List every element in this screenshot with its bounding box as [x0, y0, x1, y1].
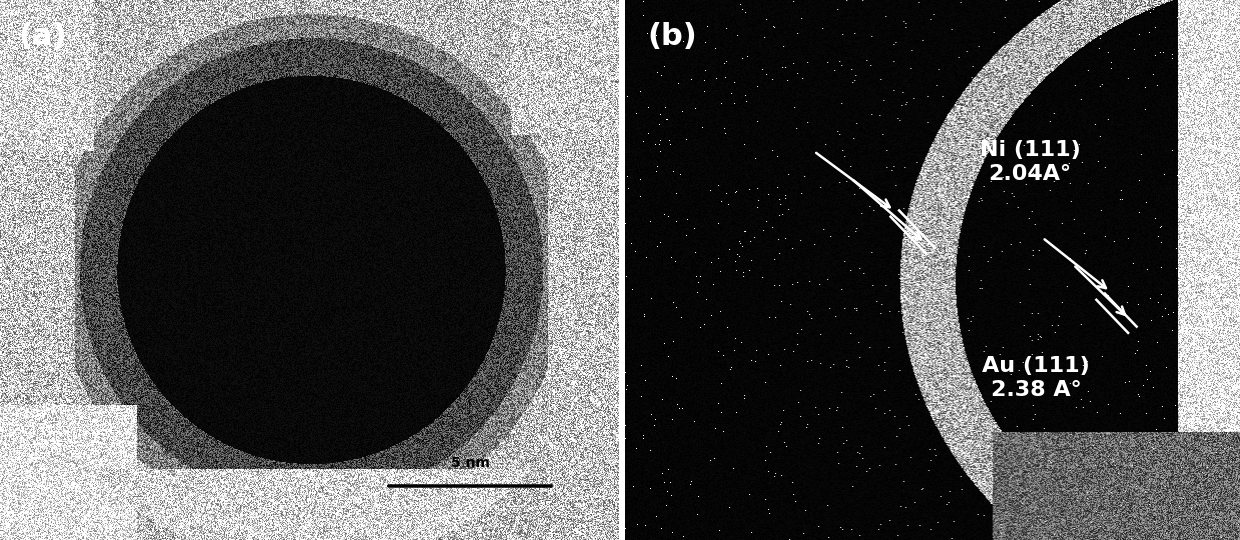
Text: 5 nm: 5 nm [450, 456, 490, 470]
Text: Au (111)
2.38 A°: Au (111) 2.38 A° [982, 356, 1090, 400]
Text: Ni (111)
2.04A°: Ni (111) 2.04A° [980, 140, 1080, 184]
Text: (a): (a) [19, 22, 67, 51]
Text: (b): (b) [647, 22, 697, 51]
